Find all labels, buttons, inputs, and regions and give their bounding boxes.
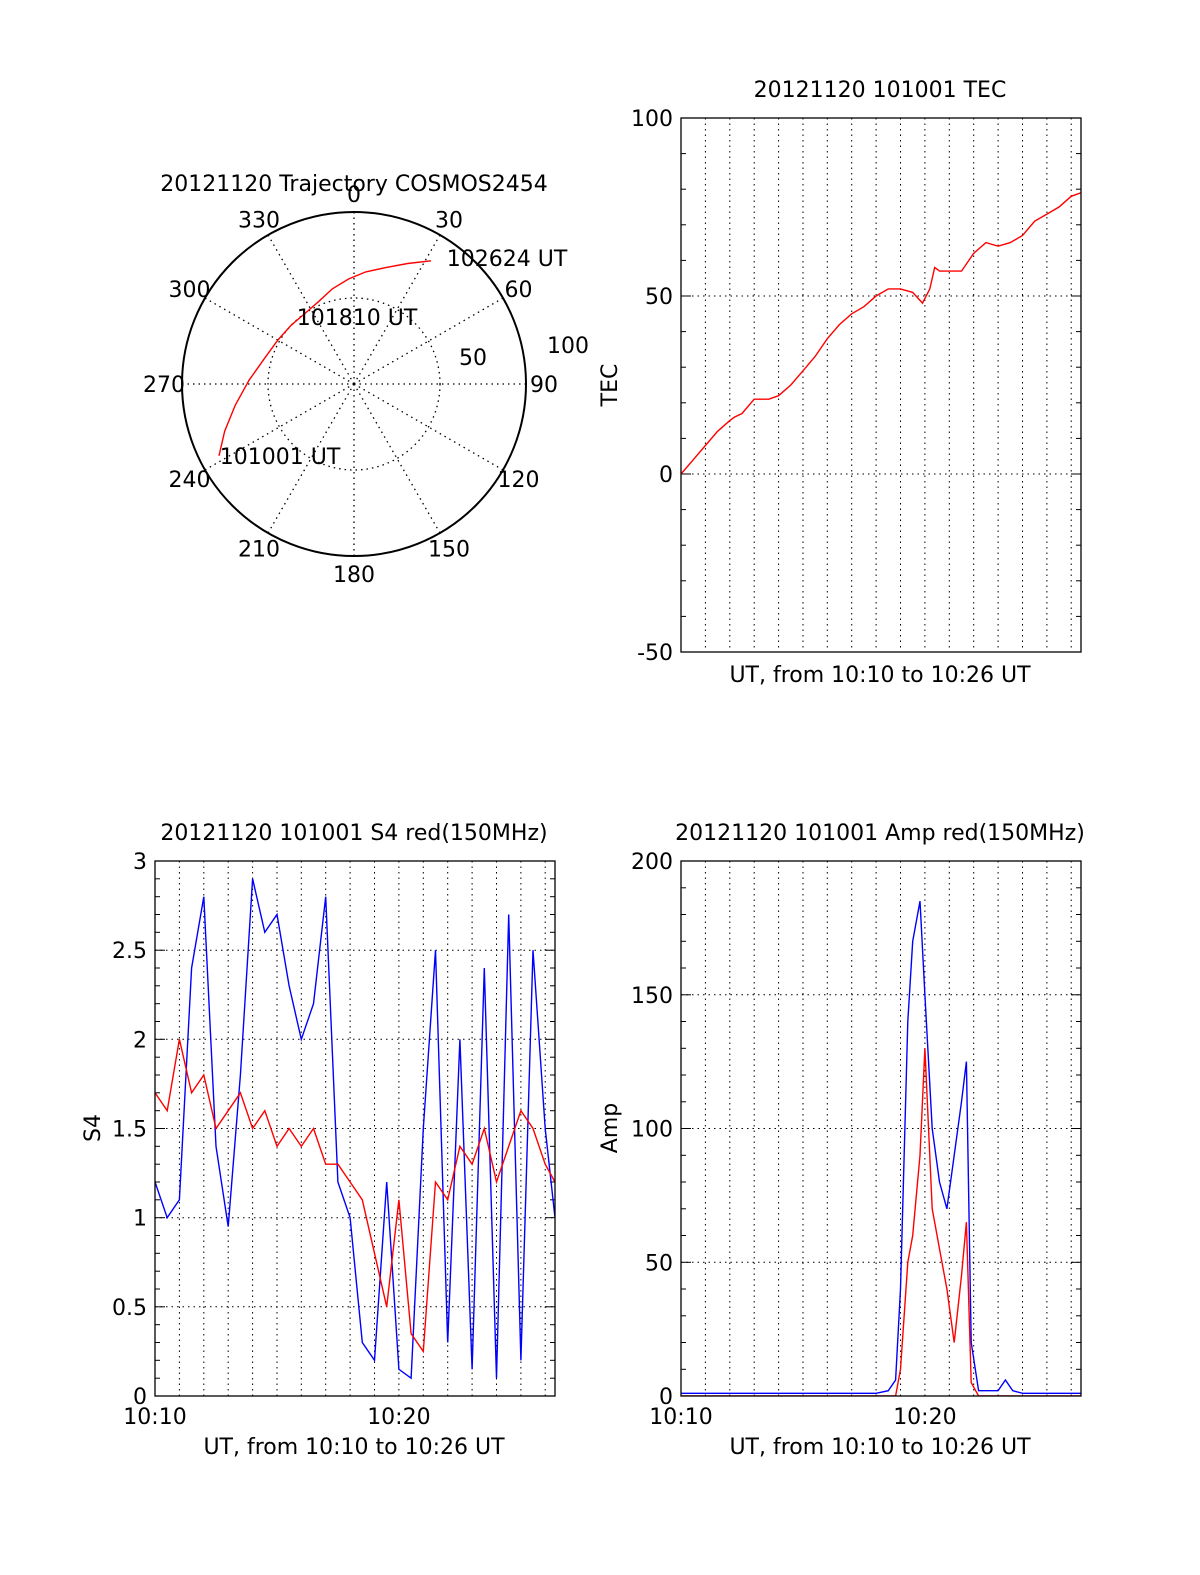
- s4-ytick-label-0: 0: [133, 1385, 147, 1410]
- amp-ytick-label-3: 150: [631, 984, 673, 1009]
- polar-annotation-2: 101001 UT: [220, 445, 341, 470]
- polar-trajectory-series: [218, 260, 432, 456]
- s4-y-axis-label: S4: [81, 1114, 106, 1142]
- amp-plot-frame: [680, 860, 1082, 1397]
- amp-ytick-label-0: 0: [659, 1385, 673, 1410]
- tec-ytick-label-0: -50: [637, 641, 673, 666]
- polar-angle-label-210: 210: [238, 538, 280, 563]
- tec-series-line-0: [681, 192, 1081, 475]
- tec-plot-area: -50 0 50 100: [631, 107, 1082, 666]
- polar-angle-label-270: 270: [143, 373, 185, 398]
- s4-plot-area: 0 0.5 1 1.5 2 2.5 3 10:10 10:20: [112, 850, 556, 1430]
- polar-radial-label-100: 100: [547, 334, 589, 359]
- tec-y-axis-label: TEC: [598, 364, 623, 408]
- polar-annotations: 102624 UT 101810 UT 101001 UT: [220, 247, 568, 470]
- amp-chart-title: 20121120 101001 Amp red(150MHz): [675, 821, 1085, 846]
- s4-ytick-label-1: 0.5: [112, 1296, 147, 1321]
- s4-xtick-label-0: 10:10: [123, 1405, 186, 1430]
- amp-ytick-label-2: 100: [631, 1118, 673, 1143]
- amp-panel: 20121120 101001 Amp red(150MHz) 0 50 100 15…: [598, 821, 1085, 1460]
- s4-plot-frame: [154, 860, 556, 1397]
- polar-annotation-0: 102624 UT: [447, 247, 568, 272]
- amp-ytick-label-4: 200: [631, 850, 673, 875]
- s4-ytick-label-6: 3: [133, 850, 147, 875]
- s4-series-line-1: [155, 1039, 555, 1354]
- polar-angle-label-150: 150: [428, 538, 470, 563]
- polar-spoke-150: [353, 383, 441, 534]
- s4-xtick-label-1: 10:20: [367, 1405, 430, 1430]
- amp-plot-area: 0 50 100 150 200 10:10 10:20: [631, 850, 1082, 1430]
- polar-grid: [181, 211, 527, 557]
- polar-angle-label-0: 0: [347, 183, 361, 208]
- amp-x-axis-label: UT, from 10:10 to 10:26 UT: [729, 1435, 1031, 1460]
- polar-spoke-300: [204, 297, 355, 385]
- polar-angle-labels: 0 30 60 90 120 150 180 210 240 270 300 330: [143, 183, 558, 588]
- s4-chart-title: 20121120 101001 S4 red(150MHz): [160, 821, 547, 846]
- tec-chart-title: 20121120 101001 TEC: [754, 78, 1007, 103]
- polar-ring-inner: [267, 297, 441, 471]
- polar-angle-label-30: 30: [435, 209, 463, 234]
- s4-x-axis-label: UT, from 10:10 to 10:26 UT: [203, 1435, 505, 1460]
- amp-xtick-label-1: 10:20: [893, 1405, 956, 1430]
- tec-ytick-label-2: 50: [645, 285, 673, 310]
- polar-spoke-120: [353, 383, 504, 471]
- s4-ytick-label-3: 1.5: [112, 1118, 147, 1143]
- amp-series-line-0: [681, 900, 1081, 1394]
- tec-panel: 20121120 101001 TEC -50 0 50 100 UT, from 1…: [598, 78, 1082, 688]
- s4-series-line-0: [155, 878, 555, 1380]
- polar-spoke-30: [353, 234, 441, 385]
- s4-panel: 20121120 101001 S4 red(150MHz) 0 0.5 1 1.5 2…: [81, 821, 556, 1460]
- polar-angle-label-120: 120: [498, 468, 540, 493]
- polar-annotation-1: 101810 UT: [297, 306, 418, 331]
- s4-ytick-label-5: 2.5: [112, 939, 147, 964]
- polar-angle-label-330: 330: [238, 209, 280, 234]
- polar-spoke-210: [267, 383, 355, 534]
- polar-spoke-240: [204, 383, 355, 471]
- amp-ytick-label-1: 50: [645, 1251, 673, 1276]
- tec-ytick-label-1: 0: [659, 463, 673, 488]
- polar-angle-label-180: 180: [333, 563, 375, 588]
- polar-trajectory-line-0: [218, 260, 432, 456]
- polar-radial-labels: 50 100: [459, 334, 589, 371]
- polar-angle-label-300: 300: [169, 278, 211, 303]
- polar-radial-label-50: 50: [459, 346, 487, 371]
- polar-ring-outer: [181, 211, 527, 557]
- s4-ytick-label-4: 2: [133, 1028, 147, 1053]
- amp-xtick-label-0: 10:10: [649, 1405, 712, 1430]
- polar-trajectory-panel: 20121120 Trajectory COSMOS2454 0 30 60 90 12…: [143, 172, 589, 588]
- polar-angle-label-240: 240: [169, 468, 211, 493]
- amp-series-line-1: [681, 1048, 1081, 1396]
- polar-angle-label-60: 60: [505, 278, 533, 303]
- tec-plot-frame: [680, 117, 1082, 653]
- tec-ytick-label-3: 100: [631, 107, 673, 132]
- s4-ytick-label-2: 1: [133, 1207, 147, 1232]
- polar-spoke-330: [267, 234, 355, 385]
- amp-y-axis-label: Amp: [598, 1103, 623, 1153]
- tec-x-axis-label: UT, from 10:10 to 10:26 UT: [729, 663, 1031, 688]
- polar-chart-title: 20121120 Trajectory COSMOS2454: [160, 172, 547, 197]
- polar-angle-label-90: 90: [530, 373, 558, 398]
- polar-spoke-60: [353, 297, 504, 385]
